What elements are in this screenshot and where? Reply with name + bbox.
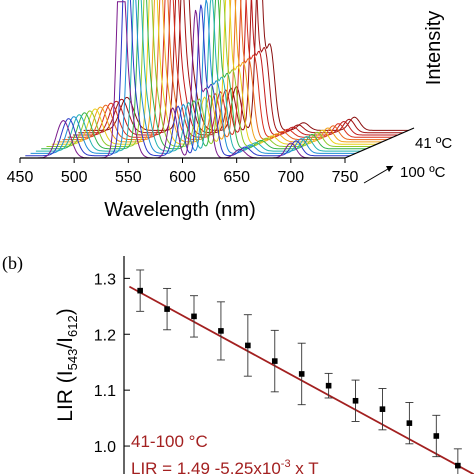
spectrum-line (20, 1, 345, 159)
ylabel-end: ) (54, 308, 77, 315)
annotation-range: 41-100 °C (131, 432, 208, 451)
spectrum-line (25, 0, 351, 157)
spectrum-line (46, 0, 372, 147)
spectrum-line (30, 0, 356, 154)
data-point (406, 420, 413, 426)
y-tick-label: 1.3 (94, 271, 116, 288)
y-tick-label: 1.1 (94, 383, 116, 400)
waterfall-depth-axis (344, 127, 415, 159)
data-points (137, 287, 461, 469)
data-point (433, 433, 440, 439)
data-point (137, 287, 143, 294)
x-tick-label: 750 (332, 169, 359, 186)
data-point (164, 306, 170, 312)
ylabel-main: LIR (I (54, 370, 77, 421)
x-tick-label: 600 (169, 169, 196, 186)
spectrum-line (51, 0, 377, 145)
spectra-panel: 450 500 550 600 650 700 750 Wavelength (nm) In… (7, 0, 452, 221)
x-tick-label: 500 (61, 169, 88, 186)
x-tick-labels: 450 500 550 600 650 700 750 (7, 158, 359, 186)
data-point (352, 397, 359, 404)
data-point (218, 328, 224, 334)
spectrum-line (35, 0, 361, 152)
data-point (325, 382, 332, 389)
depth-label-high: 100 ºC (400, 164, 446, 181)
x-tick-label: 650 (223, 169, 250, 186)
data-point (191, 313, 197, 320)
ylabel-mid: /I (54, 337, 77, 349)
spectrum-line (57, 0, 383, 143)
x-tick-label: 450 (7, 169, 34, 186)
data-point (271, 358, 278, 364)
y-tick-labels: 1.3 1.2 1.1 1.0 (94, 271, 130, 456)
data-point (245, 342, 251, 349)
fit-exponent: -3 (281, 458, 291, 470)
panel-label-b: (b) (2, 253, 23, 274)
annotation-fit: LIR = 1.49 -5.25x10-3 x T (131, 458, 319, 474)
waterfall-spectra (20, 0, 409, 159)
y-tick-label: 1.2 (94, 327, 116, 344)
data-point (379, 406, 386, 412)
depth-label-low: 41 ºC (415, 135, 452, 152)
y-axis-label: Intensity (423, 11, 445, 85)
y-tick-label: 1.0 (94, 439, 116, 456)
depth-arrow-head (386, 166, 393, 172)
x-axis-label: Wavelength (nm) (104, 199, 256, 221)
x-tick-label: 700 (277, 169, 304, 186)
spectrum-line (41, 0, 367, 150)
ylabel-sub2: 612 (65, 315, 80, 337)
y-axis-label-b: LIR (I543/I612) (54, 308, 80, 421)
fit-tail: x T (291, 459, 319, 474)
data-point (455, 462, 461, 469)
lir-panel: (b) 1.3 1.2 1.1 1.0 LIR (I543/I612) 41-100 … (2, 253, 474, 474)
ylabel-sub1: 543 (65, 349, 80, 371)
data-point (298, 371, 305, 377)
x-tick-label: 550 (115, 169, 142, 186)
fit-text: LIR = 1.49 -5.25x10 (131, 459, 281, 474)
